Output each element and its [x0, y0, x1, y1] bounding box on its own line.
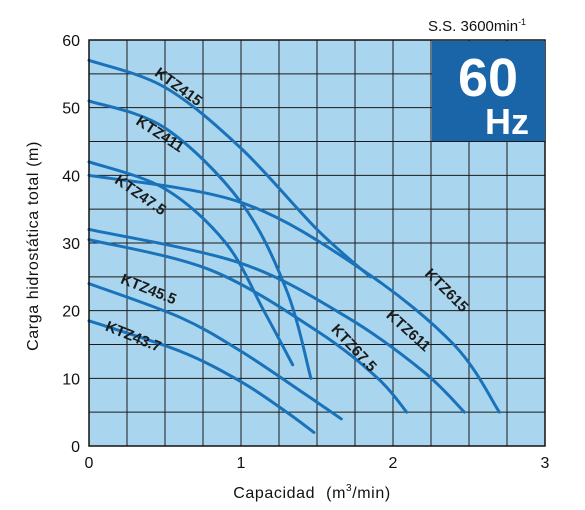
curve-ktz67-5	[87, 238, 409, 414]
curve-ktz611	[87, 227, 466, 414]
x-axis-unit-sup: 3	[346, 483, 352, 494]
curve-ktz45-5	[87, 282, 343, 421]
frequency-badge-unit: Hz	[485, 101, 529, 142]
x-axis-unit-suffix: /min)	[352, 485, 391, 502]
plot-frame	[88, 39, 546, 447]
frequency-badge-value: 60	[458, 48, 518, 108]
curve-ktz615	[87, 173, 501, 414]
y-tick-label: 0	[71, 439, 80, 456]
y-tick-label: 40	[62, 168, 80, 185]
frequency-badge	[432, 41, 545, 141]
curve-ktz415	[87, 58, 372, 279]
performance-curves	[87, 58, 501, 434]
x-tick-label: 2	[389, 455, 398, 472]
y-tick-label: 20	[62, 304, 80, 321]
y-tick-label: 60	[62, 33, 80, 50]
y-tick-label: 50	[62, 101, 80, 118]
x-tick-labels: 0 1 2 3	[85, 455, 550, 472]
x-axis-title-text: Capacidad	[233, 485, 315, 502]
x-axis-title: Capacidad (m3/min)	[233, 483, 391, 502]
y-tick-label: 10	[62, 371, 80, 388]
y-axis-title: Carga hidrostática total (m)	[25, 141, 42, 351]
speed-note: S.S. 3600min-1	[428, 17, 526, 35]
x-tick-label: 3	[541, 455, 550, 472]
x-axis-unit-prefix: (m	[326, 485, 346, 502]
curve-ktz43-7	[87, 319, 316, 434]
x-tick-label: 1	[237, 455, 246, 472]
y-tick-labels: 0 10 20 30 40 50 60	[62, 33, 80, 456]
speed-note-sup: -1	[518, 17, 526, 27]
speed-note-text: S.S. 3600min	[428, 18, 518, 35]
curve-ktz47-5	[87, 160, 295, 367]
gridlines	[89, 40, 545, 446]
x-tick-label: 0	[85, 455, 94, 472]
y-tick-label: 30	[62, 236, 80, 253]
